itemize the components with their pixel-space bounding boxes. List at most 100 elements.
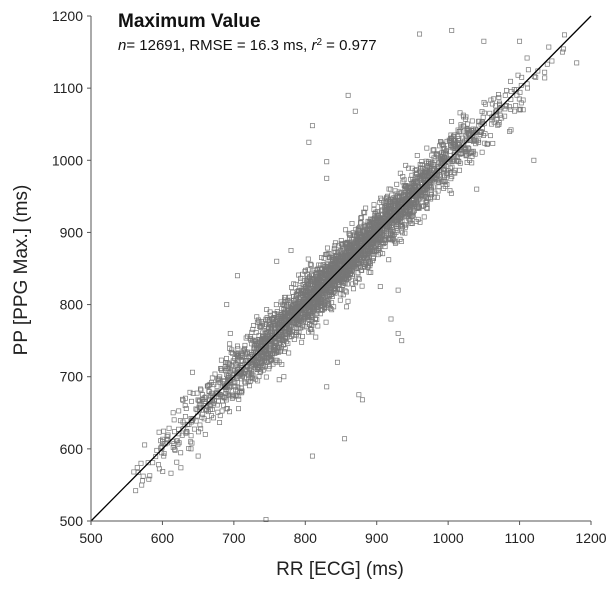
data-point [273,350,279,356]
data-point [520,97,526,103]
data-point [451,170,457,176]
data-point [345,249,351,255]
data-point [262,349,267,355]
data-point [147,473,153,479]
data-point [218,366,224,372]
data-point [286,304,292,310]
data-point [238,385,244,391]
data-point [319,270,325,276]
data-point [384,228,390,234]
data-point [437,169,443,175]
data-point [417,169,423,175]
data-point [282,300,287,306]
data-point [430,147,436,153]
data-point [183,406,189,411]
data-point [264,315,270,321]
data-point [133,488,139,494]
outlier-point [281,374,287,380]
data-point [339,287,345,292]
data-point [299,339,305,345]
data-point [285,308,291,314]
data-point [227,385,233,391]
outlier-point [399,338,405,344]
data-point [323,300,329,305]
data-point [403,191,409,197]
data-point [476,139,482,145]
data-point [140,473,146,479]
outlier-point [270,345,276,351]
data-point [338,255,344,261]
data-point [249,372,255,378]
data-point [406,211,412,217]
data-point [416,192,422,198]
data-point [307,261,313,267]
data-point [242,379,248,385]
data-point [455,142,461,147]
data-point [388,201,394,207]
data-point [407,206,413,212]
data-point [190,391,196,396]
data-point [189,440,195,446]
data-point [344,304,349,310]
data-point [384,194,390,200]
data-point [298,295,304,301]
data-point [408,220,414,226]
outlier-point [463,114,469,120]
data-point [339,279,345,285]
data-point [281,307,287,313]
data-point [371,256,376,261]
stat-r-value: = 0.977 [322,37,377,54]
data-point [346,231,352,237]
data-point [508,88,514,94]
data-point [172,447,178,453]
data-point [342,271,348,277]
data-point [332,259,338,265]
data-point [190,416,196,422]
data-point [327,254,333,260]
data-point [340,259,346,265]
data-point [390,232,396,238]
y-tick-label: 1100 [53,80,83,96]
data-point [308,262,314,268]
data-point [457,160,463,166]
data-point [182,414,188,419]
data-point [440,166,446,172]
data-point [380,251,386,257]
data-point [332,290,338,296]
data-point [225,372,231,378]
data-point [305,302,311,308]
data-point [332,243,338,248]
data-point [562,32,567,38]
data-point [187,389,193,395]
data-point [280,314,286,320]
data-point [355,248,361,254]
data-point [342,241,348,247]
data-point [386,186,392,192]
data-point [329,307,335,313]
data-point [507,128,513,134]
data-point [338,238,344,243]
data-point [182,403,188,408]
data-point [233,387,239,393]
stat-r-exponent: 2 [316,37,322,48]
data-point [227,409,232,415]
data-point [165,437,171,443]
x-tick-label: 900 [365,530,389,546]
data-point [316,293,322,299]
data-point [303,296,309,302]
data-point [456,128,462,134]
data-point [291,319,297,325]
data-point [403,162,409,168]
data-point [431,147,437,153]
data-point [234,351,240,357]
data-point [449,159,455,164]
data-point [300,333,305,339]
data-point [469,160,475,166]
data-point [253,343,259,348]
data-point [219,408,225,414]
data-point [309,327,314,333]
data-point [405,192,411,198]
outlier-point [263,517,269,523]
data-point [305,307,311,313]
data-point [513,103,519,108]
